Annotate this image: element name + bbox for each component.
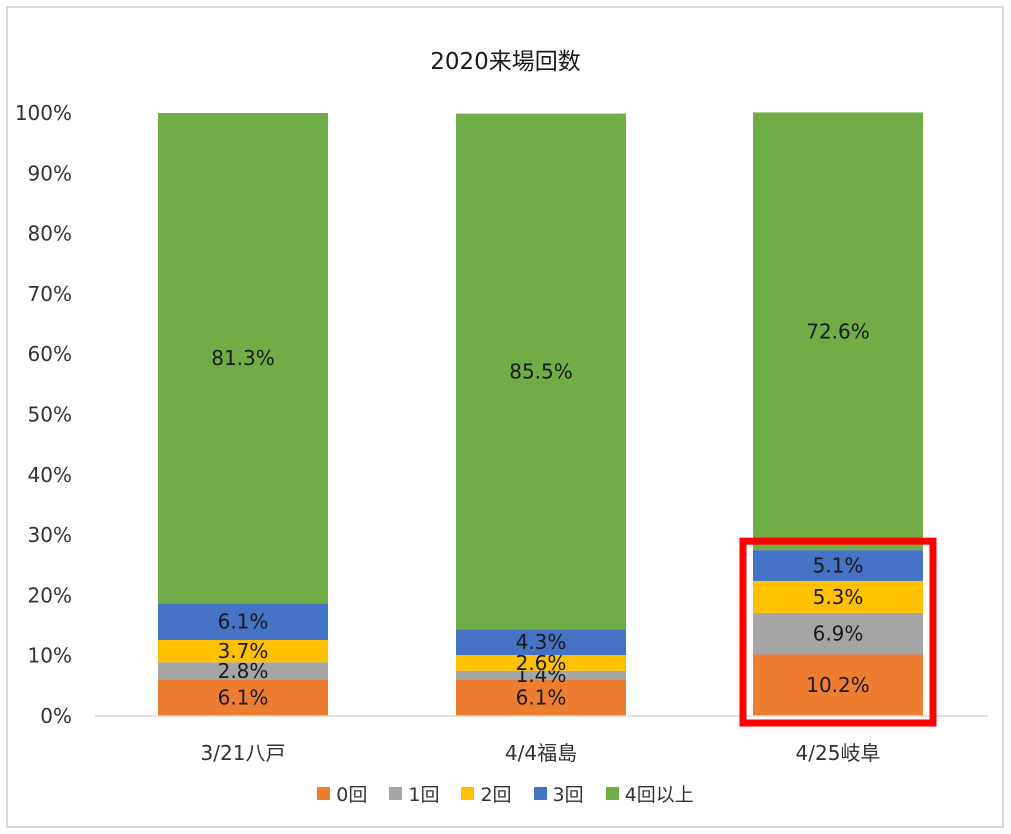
bar-segment xyxy=(456,113,626,630)
data-label: 2.8% xyxy=(218,659,269,683)
y-tick-label: 30% xyxy=(28,523,72,547)
data-label: 10.2% xyxy=(806,673,870,697)
bar-segment xyxy=(158,113,328,604)
y-tick-label: 50% xyxy=(28,403,72,427)
data-label: 4.3% xyxy=(516,630,567,654)
y-tick-label: 10% xyxy=(28,644,72,668)
bar-segment xyxy=(158,679,328,716)
x-tick-label: 4/4福島 xyxy=(505,741,577,765)
chart-title: 2020来場回数 xyxy=(430,49,581,75)
legend-label: 4回以上 xyxy=(624,784,694,806)
bar-segment xyxy=(158,640,328,663)
data-label: 72.6% xyxy=(806,319,870,343)
y-tick-label: 90% xyxy=(28,161,72,185)
y-tick-label: 70% xyxy=(28,282,72,306)
data-label: 5.1% xyxy=(813,554,864,578)
legend: 0回 1回 2回 3回 4回以上 xyxy=(0,780,1011,807)
legend-item: 3回 xyxy=(533,780,584,807)
legend-item: 0回 xyxy=(317,780,367,807)
data-label: 3.7% xyxy=(218,639,269,663)
bar-segment xyxy=(158,662,328,680)
legend-swatch xyxy=(317,787,331,800)
bar-segment xyxy=(456,629,626,656)
y-tick-label: 100% xyxy=(15,101,72,125)
legend-label: 0回 xyxy=(336,784,368,806)
bar-segment xyxy=(753,612,923,655)
bar-segment xyxy=(158,603,328,641)
bar-segment xyxy=(753,580,923,613)
legend-item: 4回以上 xyxy=(605,780,694,807)
data-label: 6.1% xyxy=(218,686,269,710)
data-label: 6.1% xyxy=(516,686,567,710)
chart-frame xyxy=(6,6,1004,828)
data-label: 5.3% xyxy=(813,585,864,609)
data-label: 6.1% xyxy=(218,610,269,634)
bar-segment xyxy=(456,655,626,671)
legend-item: 2回 xyxy=(461,780,512,807)
legend-label: 2回 xyxy=(480,784,512,806)
legend-label: 3回 xyxy=(552,784,584,806)
y-tick-label: 60% xyxy=(28,342,72,366)
bar-segment xyxy=(753,550,923,581)
data-label: 6.9% xyxy=(813,622,864,646)
legend-swatch xyxy=(461,787,475,800)
bar-segment xyxy=(753,654,923,716)
highlight-box xyxy=(739,537,937,727)
legend-swatch xyxy=(605,787,619,800)
x-tick-label: 3/21八戸 xyxy=(201,741,286,765)
y-tick-label: 40% xyxy=(28,463,72,487)
legend-item: 1回 xyxy=(389,780,439,807)
y-tick-label: 80% xyxy=(28,222,72,246)
data-label: 81.3% xyxy=(211,346,275,370)
legend-label: 1回 xyxy=(408,784,440,806)
x-tick-label: 4/25岐阜 xyxy=(796,741,881,765)
legend-swatch xyxy=(533,787,547,800)
data-label: 85.5% xyxy=(509,359,573,383)
bar-segment xyxy=(753,112,923,551)
y-tick-label: 20% xyxy=(28,583,72,607)
y-tick-label: 0% xyxy=(40,704,72,728)
bar-segment xyxy=(456,679,626,716)
bar-segment xyxy=(456,670,626,680)
legend-swatch xyxy=(389,787,403,800)
